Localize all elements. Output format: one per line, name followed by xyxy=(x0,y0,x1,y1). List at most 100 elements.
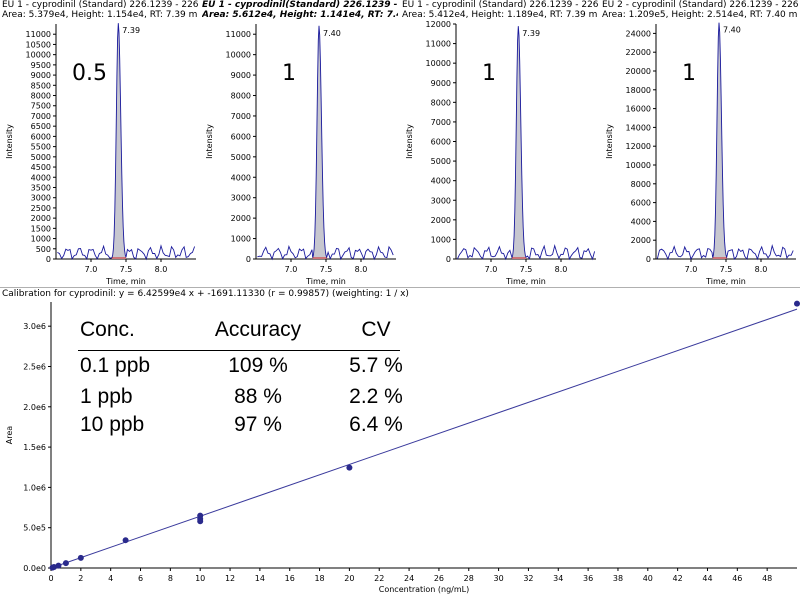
y-tick-label: 2.5e6 xyxy=(23,362,46,371)
cell-accuracy: 109 % xyxy=(228,354,288,377)
x-axis-label: Time, min xyxy=(305,277,346,286)
y-tick-label: 24000 xyxy=(626,29,651,38)
x-tick-label: 30 xyxy=(494,574,504,583)
y-tick-label: 18000 xyxy=(626,86,651,95)
y-tick-label: 1.0e6 xyxy=(23,483,46,492)
y-tick-label: 5.0e5 xyxy=(23,524,46,533)
x-tick-label: 46 xyxy=(732,574,742,583)
y-tick-label: 4000 xyxy=(431,177,451,186)
x-tick-label: 8.0 xyxy=(755,265,768,274)
x-tick-label: 48 xyxy=(762,574,772,583)
y-tick-label: 4500 xyxy=(31,163,51,172)
peak-rt-label: 7.39 xyxy=(522,29,540,38)
peak-area xyxy=(112,23,126,260)
chromatogram-trace xyxy=(257,25,394,261)
concentration-label: 0.5 xyxy=(72,61,107,86)
chromatogram-trace xyxy=(456,26,596,261)
chromatogram-panel-3[interactable]: EU 1 - cyprodinil (Standard) 226.1239 - … xyxy=(400,0,600,290)
x-tick-label: 7.5 xyxy=(720,265,733,274)
y-tick-label: 500 xyxy=(36,245,51,254)
x-axis-label: Time, min xyxy=(505,277,546,286)
x-tick-label: 14 xyxy=(255,574,265,583)
x-tick-label: 38 xyxy=(613,574,623,583)
y-axis-label: Intensity xyxy=(205,124,214,159)
cell-cv: 2.2 % xyxy=(349,385,403,408)
chromatogram-plot: 0 2000 4000 6000 8000 10000 12000 14000 16000 180… xyxy=(605,22,796,286)
x-tick-label: 8.0 xyxy=(155,265,168,274)
peak-area xyxy=(512,26,526,260)
header-conc: Conc. xyxy=(80,318,135,341)
y-tick-label: 6000 xyxy=(231,132,251,141)
x-tick-label: 42 xyxy=(673,574,683,583)
calibration-title: Calibration for cyprodinil: y = 6.42599e… xyxy=(2,289,409,299)
y-tick-label: 7500 xyxy=(31,102,51,111)
y-tick-label: 6500 xyxy=(31,122,51,131)
chromatogram-panel-1[interactable]: EU 1 - cyprodinil (Standard) 226.1239 - … xyxy=(0,0,200,290)
y-tick-label: 10000 xyxy=(226,51,251,60)
x-axis-label: Concentration (ng/mL) xyxy=(379,585,469,594)
y-tick-label: 3500 xyxy=(31,183,51,192)
y-axis-label: Intensity xyxy=(605,124,614,159)
y-tick-label: 1000 xyxy=(31,235,51,244)
y-tick-label: 11000 xyxy=(426,40,451,49)
x-tick-label: 7.0 xyxy=(285,265,298,274)
y-tick-label: 0 xyxy=(46,255,51,264)
data-point xyxy=(346,464,353,471)
x-tick-label: 8 xyxy=(168,574,173,583)
cell-accuracy: 88 % xyxy=(234,385,282,408)
y-tick-label: 5000 xyxy=(431,157,451,166)
chromatogram-panel-4[interactable]: EU 2 - cyprodinil (Standard) 226.1239 - … xyxy=(600,0,800,290)
chromatogram-header-stats: Area: 1.209e5, Height: 2.514e4, RT: 7.40… xyxy=(602,10,798,20)
x-tick-label: 28 xyxy=(464,574,474,583)
y-tick-label: 8000 xyxy=(231,92,251,101)
x-tick-label: 7.5 xyxy=(320,265,333,274)
y-tick-label: 2000 xyxy=(31,214,51,223)
table-divider xyxy=(78,350,400,351)
x-axis-label: Time, min xyxy=(705,277,746,286)
y-tick-label: 4000 xyxy=(631,217,651,226)
concentration-label: 1 xyxy=(282,61,296,86)
x-tick-label: 7.0 xyxy=(685,265,698,274)
regression-line xyxy=(50,308,798,569)
chromatogram-trace xyxy=(57,23,196,261)
chromatogram-header-stats: Area: 5.412e4, Height: 1.189e4, RT: 7.39… xyxy=(402,10,598,20)
y-tick-label: 3000 xyxy=(431,196,451,205)
y-tick-label: 10000 xyxy=(426,59,451,68)
y-tick-label: 8500 xyxy=(31,81,51,90)
y-tick-label: 1.5e6 xyxy=(23,443,46,452)
y-tick-label: 4000 xyxy=(31,173,51,182)
chromatogram-panel-2[interactable]: EU 1 - cyprodinil(Standard) 226.1239 - 2… xyxy=(200,0,400,290)
y-tick-label: 0.0e0 xyxy=(23,564,46,573)
x-tick-label: 10 xyxy=(195,574,205,583)
y-tick-label: 12000 xyxy=(426,20,451,29)
x-tick-label: 7.0 xyxy=(485,265,498,274)
y-tick-label: 2000 xyxy=(231,214,251,223)
cell-conc: 1 ppb xyxy=(80,385,133,408)
y-axis-label: Intensity xyxy=(5,124,14,159)
y-tick-label: 9000 xyxy=(231,71,251,80)
x-tick-label: 24 xyxy=(404,574,414,583)
x-tick-label: 40 xyxy=(643,574,653,583)
y-tick-label: 10500 xyxy=(26,40,51,49)
x-tick-label: 7.5 xyxy=(520,265,533,274)
y-tick-label: 10000 xyxy=(26,51,51,60)
y-tick-label: 3000 xyxy=(231,194,251,203)
peak-rt-label: 7.39 xyxy=(122,26,140,35)
peak-rt-label: 7.40 xyxy=(723,26,741,35)
y-tick-label: 1000 xyxy=(431,235,451,244)
data-point xyxy=(55,562,62,569)
y-tick-label: 0 xyxy=(246,255,251,264)
concentration-label: 1 xyxy=(482,61,496,86)
chromatogram-header-title: EU 1 - cyprodinil (Standard) 226.1239 - … xyxy=(2,0,198,10)
y-tick-label: 11000 xyxy=(226,30,251,39)
y-tick-label: 3000 xyxy=(31,194,51,203)
y-tick-label: 11000 xyxy=(26,30,51,39)
x-tick-label: 12 xyxy=(225,574,235,583)
y-tick-label: 14000 xyxy=(626,123,651,132)
x-tick-label: 6 xyxy=(138,574,143,583)
x-tick-label: 36 xyxy=(583,574,593,583)
peak-area xyxy=(312,25,327,259)
x-tick-label: 8.0 xyxy=(355,265,368,274)
cell-conc: 0.1 ppb xyxy=(80,354,151,377)
